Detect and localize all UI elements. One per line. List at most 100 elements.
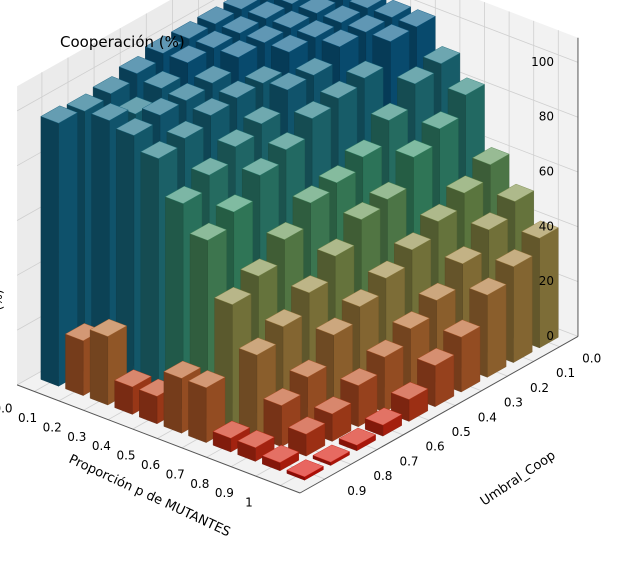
z-tick-label: 80: [539, 110, 554, 124]
bar-face-top: [323, 5, 361, 24]
bar-face-top: [92, 76, 131, 95]
bar-face-top: [220, 39, 258, 58]
bar-face-top: [343, 201, 381, 220]
z-tick-label: 100: [531, 55, 554, 69]
bar-face-top: [338, 427, 377, 446]
bar-face-side: [40, 116, 59, 387]
bar-face-top: [215, 194, 254, 213]
bar-face-top: [140, 140, 178, 159]
y-tick-label: 0.6: [426, 440, 445, 454]
y-tick-label: 0.9: [347, 484, 366, 498]
bar-face-side: [238, 348, 258, 438]
bar-face-top: [470, 212, 509, 231]
bar-face-top: [314, 396, 352, 415]
y-tick-label: 0.7: [399, 454, 418, 468]
bar-face-top: [167, 82, 206, 101]
bar-face-top: [191, 157, 229, 176]
bar-face-top: [318, 165, 356, 184]
bar-face-top: [214, 286, 252, 305]
bar-face-top: [244, 65, 283, 84]
z-tick-label: 60: [539, 165, 554, 179]
bar-face-top: [243, 106, 281, 125]
bar-face-top: [163, 360, 201, 379]
bar-face-top: [290, 275, 329, 294]
bar-face-top: [164, 185, 203, 204]
bar-face-top: [115, 117, 154, 136]
x-tick-label: 0.3: [67, 430, 86, 444]
bar-face-top: [287, 416, 326, 435]
bar: [390, 381, 429, 422]
bar: [364, 407, 403, 437]
x-tick-label: 1: [245, 496, 253, 510]
bar-face-top: [366, 339, 404, 358]
x-tick-label: 0.0: [0, 402, 13, 416]
bar-face-top: [416, 347, 455, 366]
bar: [338, 427, 377, 452]
bar-face-top: [422, 46, 461, 64]
bar-face-top: [240, 258, 278, 277]
bar-face-front: [461, 326, 481, 393]
bar-face-top: [189, 222, 227, 241]
bar-face-top: [114, 369, 152, 388]
bar-face-top: [188, 370, 226, 389]
bar-face-top: [372, 23, 410, 42]
bar-face-top: [443, 319, 481, 338]
bar-face-top: [192, 97, 230, 116]
bar-face-top: [237, 430, 275, 448]
bar-face-top: [197, 6, 235, 25]
bar-face-top: [320, 80, 358, 99]
z-tick-label: 0: [546, 329, 554, 343]
x-tick-label: 0.2: [43, 420, 62, 434]
y-axis-label: Umbral_Coop: [478, 448, 559, 509]
x-tick-label: 0.9: [215, 486, 234, 500]
x-tick-label: 0.1: [18, 411, 37, 425]
bar-face-top: [321, 29, 359, 48]
bars: [40, 0, 559, 481]
bar-face-top: [166, 120, 204, 139]
bar-face-top: [40, 105, 78, 124]
bar-face-top: [141, 97, 180, 116]
bar-face-top: [298, 0, 336, 14]
bar-face-top: [349, 0, 383, 9]
bar-face-top: [89, 318, 128, 337]
y-tick-label: 0.2: [530, 381, 549, 395]
axis-labels: 0.0 0.1 0.2 0.3 0.4 0.5 0.6 0.7 0.8 0.9 1 0.0 0.1 0.2…: [0, 55, 601, 510]
z-gridline: [16, 0, 579, 112]
bar-face-top: [344, 139, 383, 158]
bar-face-top: [221, 15, 260, 34]
z-tick-label: 40: [539, 219, 554, 233]
bar-face-side: [140, 151, 159, 400]
bar-face-top: [269, 72, 307, 91]
bar: [286, 459, 324, 481]
bar-face-top: [315, 317, 353, 336]
bar-face-top: [393, 232, 432, 251]
bar-face-top: [170, 21, 209, 39]
y-tick-label: 0.1: [556, 366, 575, 380]
x-tick-label: 0.5: [116, 449, 135, 463]
bar-face-top: [169, 45, 207, 64]
bar-face-top: [195, 30, 233, 49]
bar-face-top: [495, 249, 533, 267]
bar-face-top: [247, 1, 286, 19]
y-tick-label: 0.3: [504, 396, 523, 410]
bar-face-top: [392, 311, 430, 330]
bar-face-top: [263, 387, 301, 406]
bar-face-top: [418, 282, 456, 301]
bar-face-top: [373, 0, 412, 18]
y-tick-label: 0.8: [373, 469, 392, 483]
bar: [261, 444, 300, 472]
y-tick-label: 0.5: [452, 425, 471, 439]
bar-face-top: [469, 277, 507, 296]
x-tick-label: 0.7: [166, 467, 185, 481]
bar-face-top: [396, 66, 435, 85]
x-axis-line: [299, 336, 579, 494]
bar-face-top: [246, 25, 284, 44]
bar-face-top: [370, 102, 409, 121]
bar-face-top: [91, 102, 129, 121]
bar-face-side: [188, 380, 207, 443]
y-axis-line: [16, 384, 301, 494]
bar-face-top: [341, 289, 380, 307]
bar-face-top: [143, 70, 181, 89]
bar-face-top: [496, 183, 535, 202]
